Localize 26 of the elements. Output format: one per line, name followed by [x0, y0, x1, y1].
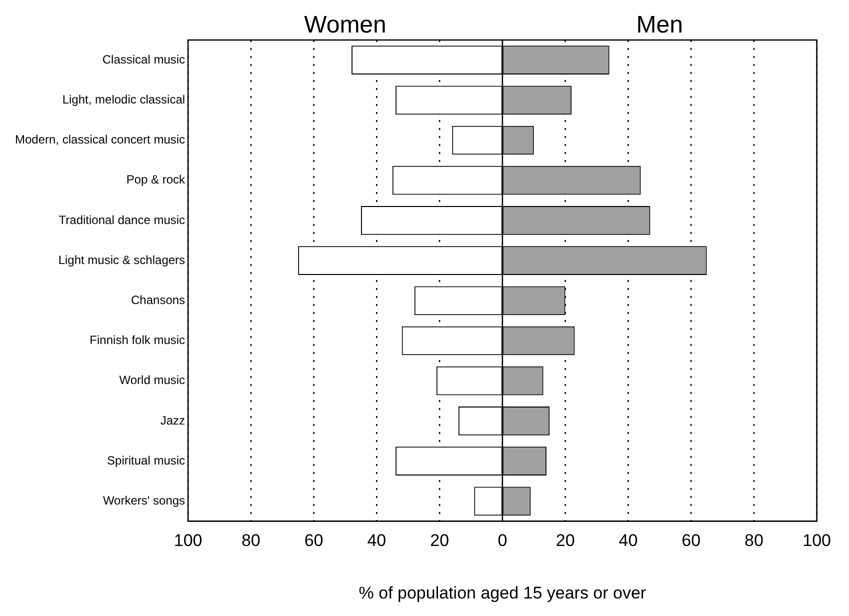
y-tick-label: Workers' songs [102, 493, 186, 508]
series-label: Men [636, 12, 683, 39]
x-tick-label: 60 [304, 531, 324, 550]
y-tick-label: World music [119, 373, 186, 388]
x-tick-label: 20 [556, 531, 575, 550]
y-tick-label: Modern, classical concert music [14, 132, 186, 147]
y-tick-label: Pop & rock [126, 172, 186, 187]
x-tick-label: 80 [744, 531, 764, 550]
x-tick-label: 80 [241, 531, 260, 550]
x-tick-label: 0 [498, 531, 508, 550]
x-tick-label: 100 [174, 531, 202, 550]
x-tick-label: 40 [367, 531, 386, 550]
x-tick-label: 40 [618, 531, 638, 550]
y-tick-label: Finnish folk music [90, 333, 186, 348]
y-tick-label: Jazz [160, 413, 186, 428]
y-tick-label: Traditional dance music [58, 212, 186, 227]
y-tick-label: Spiritual music [107, 453, 186, 468]
y-tick-label: Classical music [102, 52, 186, 66]
x-axis-title: % of population aged 15 years or over [358, 583, 646, 602]
y-tick-label: Light, melodic classical [62, 92, 186, 106]
y-tick-label: Light music & schlagers [58, 252, 186, 267]
x-tick-label: 20 [430, 531, 450, 550]
x-tick-label: 60 [682, 531, 701, 550]
series-label: Women [304, 12, 386, 39]
y-tick-label: Chansons [131, 292, 186, 307]
x-tick-label: 100 [802, 531, 832, 550]
